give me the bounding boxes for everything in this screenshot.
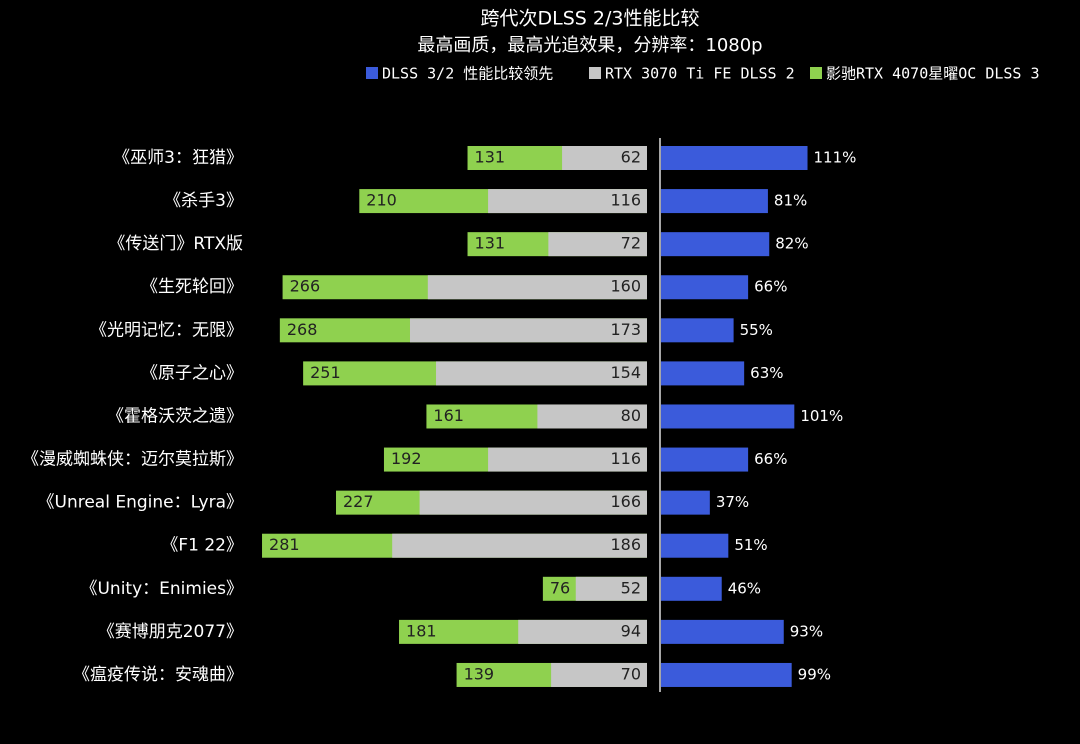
data-label: 173: [610, 320, 641, 339]
data-label: 111%: [814, 149, 857, 167]
data-label: 131: [475, 148, 506, 167]
data-label: 52: [621, 578, 641, 597]
chart-subtitle: 最高画质，最高光追效果，分辨率：1080p: [417, 35, 762, 56]
legend-swatch: [810, 67, 822, 79]
data-label: 251: [310, 363, 341, 382]
data-label: 186: [610, 535, 641, 554]
data-label: 210: [366, 191, 397, 210]
bar: [661, 361, 745, 386]
legend-label: RTX 3070 Ti FE DLSS 2: [605, 65, 795, 83]
data-label: 281: [269, 535, 300, 554]
data-label: 55%: [740, 321, 773, 339]
bar: [661, 189, 768, 214]
data-label: 37%: [716, 493, 749, 511]
y-tick-label: 《赛博朋克2077》: [98, 621, 243, 642]
y-tick-label: 《霍格沃茨之遗》: [107, 406, 243, 426]
data-label: 160: [610, 277, 641, 296]
bar: [537, 404, 647, 429]
data-label: 72: [621, 234, 641, 253]
y-tick-label: 《杀手3》: [164, 191, 243, 211]
data-label: 63%: [750, 364, 783, 382]
data-label: 154: [610, 363, 641, 382]
bar: [551, 662, 647, 687]
bar: [548, 232, 647, 257]
bar: [436, 361, 647, 386]
y-tick-label: 《光明记忆：无限》: [90, 320, 243, 340]
data-label: 46%: [728, 579, 761, 597]
data-label: 80: [621, 406, 641, 425]
data-label: 116: [610, 449, 641, 468]
bar: [562, 146, 647, 170]
y-tick-label: 《原子之心》: [141, 363, 243, 383]
bar: [661, 533, 729, 558]
data-label: 66%: [754, 450, 787, 468]
legend-label: 影驰RTX 4070星曜OC DLSS 3: [826, 65, 1040, 83]
data-label: 161: [433, 406, 464, 425]
data-label: 66%: [754, 278, 787, 296]
data-label: 192: [391, 449, 422, 468]
bar: [488, 189, 647, 214]
data-label: 99%: [798, 665, 831, 683]
bar: [518, 619, 647, 644]
chart-title: 跨代次DLSS 2/3性能比较: [481, 8, 700, 30]
data-label: 82%: [775, 235, 808, 253]
bar: [392, 533, 647, 558]
y-tick-label: 《生死轮回》: [141, 277, 243, 297]
bar: [419, 490, 647, 515]
data-label: 93%: [790, 622, 823, 640]
y-tick-label: 《F1 22》: [161, 536, 243, 556]
y-tick-label: 《Unity：Enimies》: [80, 579, 243, 599]
bar: [661, 146, 808, 170]
bar: [427, 275, 647, 300]
data-label: 70: [621, 664, 641, 683]
data-label: 76: [550, 578, 570, 597]
legend-label: DLSS 3/2 性能比较领先: [382, 65, 553, 83]
y-tick-label: 《瘟疫传说：安魂曲》: [73, 665, 243, 685]
bar: [661, 404, 795, 429]
y-tick-label: 《Unreal Engine：Lyra》: [38, 493, 243, 513]
data-label: 139: [464, 664, 495, 683]
y-tick-label: 《漫威蜘蛛侠：迈尔莫拉斯》: [22, 450, 243, 470]
bar: [409, 318, 647, 343]
bar: [661, 619, 784, 644]
data-label: 166: [610, 492, 641, 511]
data-label: 94: [621, 621, 641, 640]
data-label: 116: [610, 191, 641, 210]
bar: [661, 490, 710, 515]
data-label: 227: [343, 492, 374, 511]
data-label: 81%: [774, 192, 807, 210]
data-label: 266: [290, 277, 321, 296]
data-label: 268: [287, 320, 318, 339]
bar: [575, 576, 647, 601]
data-label: 131: [475, 234, 506, 253]
bar: [661, 232, 770, 257]
bar: [661, 318, 734, 343]
data-label: 101%: [800, 407, 843, 425]
y-tick-label: 《传送门》RTX版: [108, 234, 243, 254]
bar: [661, 447, 749, 472]
bar: [661, 662, 792, 687]
bar: [661, 576, 722, 601]
y-tick-label: 《巫师3：狂猎》: [113, 148, 243, 168]
bar: [488, 447, 647, 472]
data-label: 62: [621, 148, 641, 167]
bar: [661, 275, 749, 300]
data-label: 181: [406, 621, 437, 640]
legend-swatch: [589, 67, 601, 79]
data-label: 51%: [734, 536, 767, 554]
legend-swatch: [366, 67, 378, 79]
